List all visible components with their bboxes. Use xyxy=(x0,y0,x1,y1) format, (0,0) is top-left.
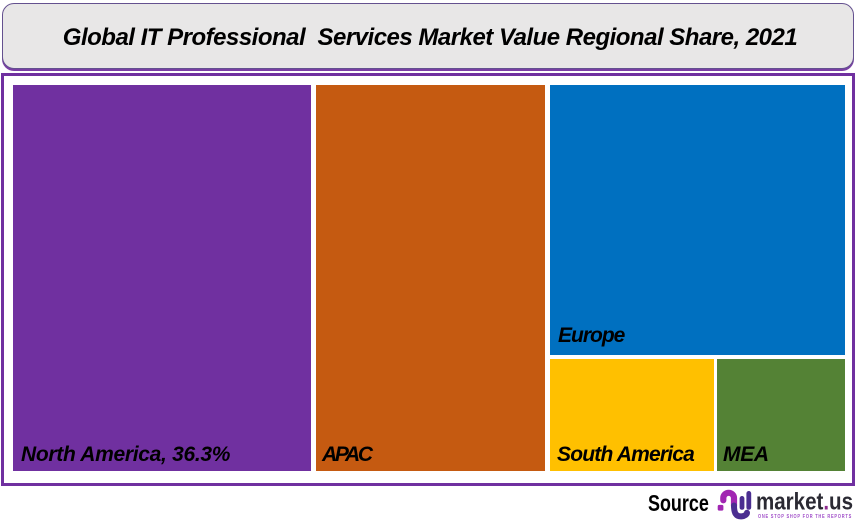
svg-text:ONE STOP SHOP FOR THE REPORTS: ONE STOP SHOP FOR THE REPORTS xyxy=(758,514,852,520)
svg-text:market.us: market.us xyxy=(756,489,853,516)
